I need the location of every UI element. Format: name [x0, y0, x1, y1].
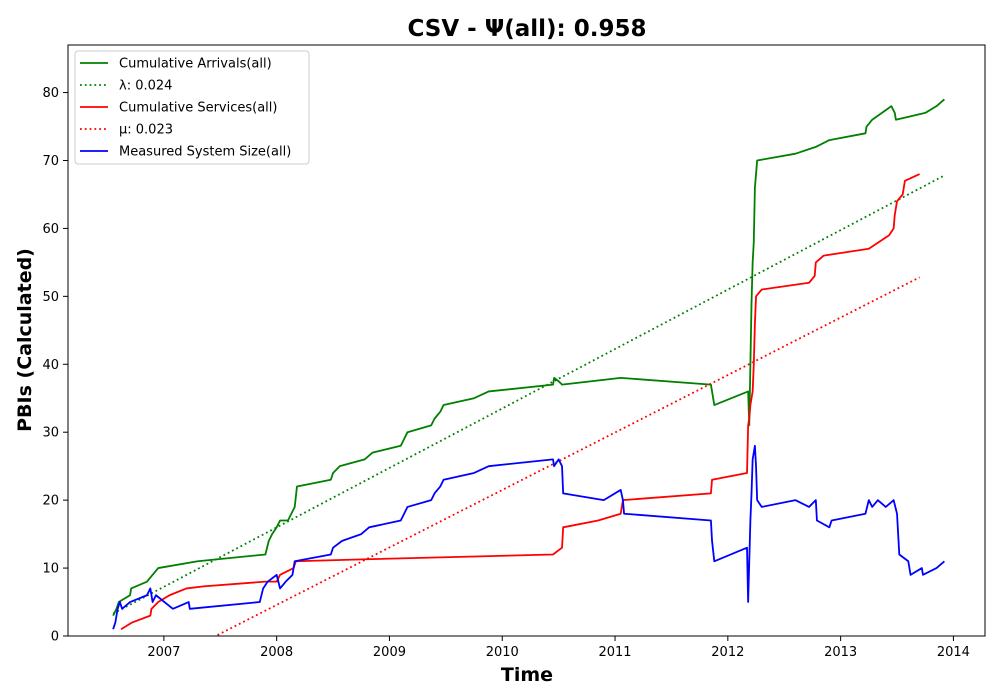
y-tick-label: 70 [42, 154, 59, 169]
series-line-0 [112, 98, 945, 617]
x-tick-label: 2011 [598, 645, 631, 660]
x-axis-label: Time [501, 664, 553, 686]
legend-label-2: Cumulative Services(all) [119, 101, 277, 116]
series-line-3 [213, 276, 920, 636]
axes: 2007 2008 2009 2010 2011 2012 2013 2014 0 10 20 30 4… [42, 44, 986, 660]
x-tick-label: 2010 [486, 645, 519, 660]
series-line-1 [112, 174, 945, 615]
legend-label-0: Cumulative Arrivals(all) [119, 57, 272, 72]
x-tick-label: 2014 [937, 645, 970, 660]
legend-label-3: μ: 0.023 [119, 123, 173, 138]
y-tick-label: 50 [42, 290, 59, 305]
legend-label-1: λ: 0.024 [119, 79, 172, 94]
x-tick-label: 2007 [147, 645, 180, 660]
legend-label-4: Measured System Size(all) [119, 145, 291, 160]
series-line-2 [120, 173, 920, 630]
x-tick-label: 2009 [373, 645, 406, 660]
plot-area [112, 98, 945, 636]
x-tick-label: 2012 [711, 645, 744, 660]
chart-title: CSV - Ψ(all): 0.958 [407, 16, 646, 42]
x-tick-label: 2008 [260, 645, 293, 660]
y-tick-label: 40 [42, 358, 59, 373]
legend: Cumulative Arrivals(all) λ: 0.024 Cumulati… [74, 50, 310, 165]
legend-box [74, 50, 310, 165]
series-line-4 [112, 444, 945, 630]
y-tick-label: 30 [42, 426, 59, 441]
y-tick-label: 10 [42, 562, 59, 577]
axes-frame [67, 44, 986, 637]
y-axis-label: PBIs (Calculated) [14, 248, 36, 432]
y-tick-label: 60 [42, 222, 59, 237]
y-tick-label: 0 [51, 630, 59, 645]
y-tick-label: 80 [42, 86, 59, 101]
x-tick-label: 2013 [824, 645, 857, 660]
y-tick-label: 20 [42, 494, 59, 509]
